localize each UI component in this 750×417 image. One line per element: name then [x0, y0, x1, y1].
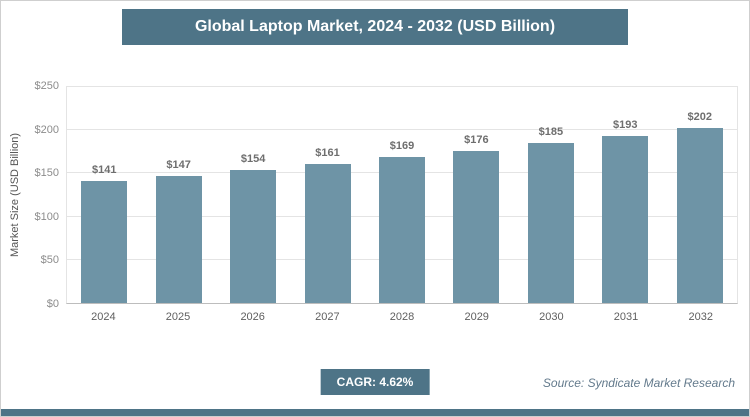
plot-area: $141 $147 $154 $161 $169 $176 $185 $193 $202: [66, 86, 738, 304]
bar: [155, 176, 202, 303]
x-axis-ticks: 2024 2025 2026 2027 2028 2029 2030 2031 2032: [66, 311, 738, 323]
bar: [304, 163, 351, 303]
bar: [527, 143, 574, 303]
bar-column: $154: [216, 87, 290, 303]
bar-column: $202: [663, 87, 737, 303]
gridline: [67, 86, 737, 87]
y-tick-label: $0: [46, 298, 59, 310]
bar-column: $185: [514, 87, 588, 303]
bars-layer: $141 $147 $154 $161 $169 $176 $185 $193 $202: [67, 87, 737, 303]
bar-value-label: $169: [389, 139, 415, 152]
bar-value-label: $154: [240, 152, 266, 165]
y-axis-ticks: $0 $50 $100 $150 $200 $250: [1, 80, 59, 310]
bar: [81, 181, 128, 303]
x-tick-label: 2031: [613, 311, 639, 323]
bar-value-label: $193: [613, 119, 638, 132]
bar-column: $193: [588, 87, 662, 303]
bar-column: $161: [290, 87, 364, 303]
x-tick-label: 2030: [539, 311, 564, 323]
bar-value-label: $176: [464, 133, 489, 146]
gridline: [67, 129, 737, 131]
bar-value-label: $161: [315, 146, 340, 159]
bar-value-label: $202: [687, 111, 712, 124]
bar-column: $147: [141, 87, 215, 303]
y-tick-label: $250: [34, 80, 59, 92]
y-tick-label: $50: [40, 254, 59, 267]
y-tick-label: $100: [34, 210, 59, 223]
bar: [230, 169, 277, 303]
bar-column: $176: [439, 87, 513, 303]
bar-value-label: $141: [91, 164, 117, 177]
x-tick-label: 2025: [165, 311, 191, 323]
bar-value-label: $185: [538, 126, 564, 139]
x-tick-label: 2027: [315, 311, 340, 323]
x-tick-label: 2029: [464, 311, 489, 323]
y-tick-label: $150: [34, 167, 59, 180]
y-tick-label: $200: [34, 123, 59, 136]
x-tick-label: 2024: [91, 311, 116, 323]
cagr-badge: CAGR: 4.62%: [320, 369, 430, 395]
page-title: Global Laptop Market, 2024 - 2032 (USD B…: [194, 18, 556, 35]
chart-title-bar: Global Laptop Market, 2024 - 2032 (USD B…: [122, 9, 628, 45]
source-text: Source: Syndicate Market Research: [542, 376, 735, 390]
x-tick-label: 2028: [389, 311, 415, 323]
bar: [453, 150, 500, 303]
bar-column: $169: [365, 87, 439, 303]
bottom-stripe: [1, 409, 749, 416]
bar-value-label: $147: [166, 159, 191, 171]
x-tick-label: 2026: [240, 311, 265, 323]
bar: [602, 136, 649, 303]
bar-column: $141: [67, 87, 141, 303]
bar: [676, 128, 723, 303]
bar: [378, 156, 425, 303]
x-tick-label: 2032: [688, 311, 713, 323]
